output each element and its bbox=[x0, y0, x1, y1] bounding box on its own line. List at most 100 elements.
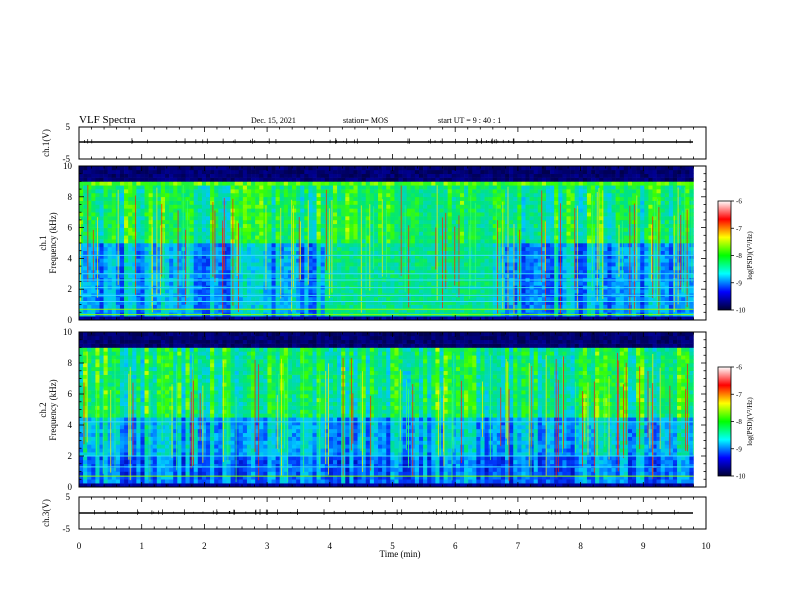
spectrogram-cell bbox=[459, 258, 465, 263]
spectrogram-cell bbox=[324, 196, 330, 201]
spectrogram-cell bbox=[173, 266, 178, 271]
spectrogram-cell bbox=[259, 289, 264, 294]
spectrogram-cell bbox=[337, 223, 342, 228]
spectrogram-cell bbox=[459, 269, 465, 275]
spectrogram-cell bbox=[586, 316, 592, 321]
spectrogram-cell bbox=[505, 289, 510, 294]
spectrogram-cell bbox=[251, 223, 256, 228]
spectrogram-cell bbox=[582, 281, 588, 286]
spectrogram-cell bbox=[451, 223, 457, 228]
spectrogram-cell bbox=[578, 269, 584, 275]
spectrogram-cell bbox=[267, 246, 272, 251]
spectrogram-cell bbox=[165, 254, 170, 259]
spectrogram-cell bbox=[99, 250, 104, 255]
spectrogram-cell bbox=[550, 289, 555, 294]
spectrogram-cell bbox=[156, 273, 162, 278]
spectrogram-cell bbox=[324, 289, 330, 294]
spectrogram-cell bbox=[517, 316, 522, 321]
spectrogram-cell bbox=[205, 296, 211, 302]
spectrogram-cell bbox=[324, 200, 330, 205]
spectrogram-cell bbox=[615, 219, 621, 225]
spectrogram-cell bbox=[455, 200, 461, 205]
spectrogram-cell bbox=[640, 296, 645, 302]
spectrogram-cell bbox=[636, 200, 641, 205]
spectrogram-cell bbox=[83, 200, 88, 205]
spectrogram-cell bbox=[382, 254, 387, 259]
spectrogram-cell bbox=[464, 300, 469, 305]
spectrogram-cell bbox=[660, 289, 666, 294]
spectrogram-cell bbox=[316, 219, 321, 225]
spectrogram-cell bbox=[562, 208, 567, 213]
spectrogram-cell bbox=[578, 281, 584, 286]
spectrogram-cell bbox=[79, 316, 84, 321]
spectrogram-cell bbox=[423, 219, 428, 225]
spectrogram-cell bbox=[275, 266, 281, 271]
spectrogram-cell bbox=[373, 216, 379, 221]
spectrogram-cell bbox=[623, 273, 629, 278]
spectrogram-cell bbox=[177, 235, 182, 240]
spectrogram-cell bbox=[83, 316, 88, 321]
spectrogram-cell bbox=[455, 196, 461, 201]
spectrogram-cell bbox=[349, 289, 354, 294]
spectrogram-cell bbox=[672, 308, 678, 313]
spectrogram-cell bbox=[619, 200, 625, 205]
spectrogram-cell bbox=[480, 235, 485, 240]
spectrogram-cell bbox=[87, 246, 92, 251]
spectrogram-cell bbox=[349, 316, 354, 321]
spectrogram-cell bbox=[148, 250, 154, 255]
spectrogram-cell bbox=[316, 239, 321, 244]
spectrogram-cell bbox=[455, 262, 461, 267]
spectrogram-cell bbox=[398, 296, 403, 302]
spectrogram-cell bbox=[591, 269, 596, 275]
spectrogram-cell bbox=[353, 304, 358, 309]
spectrogram-cell bbox=[484, 258, 489, 263]
spectrogram-cell bbox=[300, 254, 305, 259]
spectrogram-cell bbox=[550, 239, 555, 244]
spectrogram-cell bbox=[431, 266, 436, 271]
spectrogram-cell bbox=[283, 254, 289, 259]
spectrogram-cell bbox=[152, 219, 158, 225]
spectrogram-cell bbox=[136, 250, 141, 255]
spectrogram-cell bbox=[439, 243, 444, 248]
spectrogram-cell bbox=[156, 196, 162, 201]
spectrogram-cell bbox=[537, 243, 543, 248]
spectrogram-cell bbox=[414, 204, 420, 209]
spectrogram-cell bbox=[361, 281, 367, 286]
spectrogram-cell bbox=[410, 269, 416, 275]
spectrogram-cell bbox=[664, 196, 670, 201]
spectrogram-cell bbox=[582, 243, 588, 248]
spectrogram-cell bbox=[226, 219, 231, 225]
spectrogram-cell bbox=[668, 266, 674, 271]
spectrogram-cell bbox=[357, 216, 362, 221]
spectrogram-cell bbox=[193, 219, 199, 225]
spectrogram-cell bbox=[328, 281, 334, 286]
spectrogram-cell bbox=[169, 254, 174, 259]
spectrogram-cell bbox=[165, 196, 170, 201]
spectrogram-cell bbox=[111, 200, 117, 205]
spectrogram-cell bbox=[214, 250, 219, 255]
spectrogram-cell bbox=[427, 254, 432, 259]
spectrogram-cell bbox=[390, 208, 395, 213]
spectrogram-cell bbox=[586, 246, 592, 251]
spectrogram-cell bbox=[283, 281, 289, 286]
spectrogram-cell bbox=[423, 316, 428, 321]
spectrogram-cell bbox=[226, 212, 231, 217]
spectrogram-cell bbox=[648, 243, 653, 248]
spectrogram-cell bbox=[332, 212, 338, 217]
spectrogram-cell bbox=[279, 262, 285, 267]
spectrogram-cell bbox=[615, 239, 621, 244]
spectrogram-cell bbox=[320, 246, 326, 251]
spectrogram-cell bbox=[423, 223, 428, 228]
spectrogram-cell bbox=[591, 196, 596, 201]
spectrogram-cell bbox=[459, 308, 465, 313]
spectrogram-cell bbox=[341, 239, 346, 244]
spectrogram-cell bbox=[586, 273, 592, 278]
spectrogram-cell bbox=[316, 250, 321, 255]
spectrogram-cell bbox=[320, 262, 326, 267]
spectrogram-cell bbox=[275, 219, 281, 225]
spectrogram-cell bbox=[386, 200, 391, 205]
spectrogram-cell bbox=[439, 246, 444, 251]
spectrogram-cell bbox=[242, 308, 248, 313]
spectrogram-cell bbox=[160, 216, 166, 221]
spectrogram-cell bbox=[406, 216, 412, 221]
